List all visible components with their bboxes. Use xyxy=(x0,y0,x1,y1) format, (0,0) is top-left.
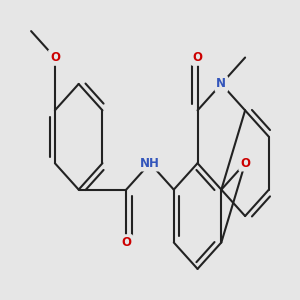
Text: O: O xyxy=(193,51,202,64)
Text: O: O xyxy=(50,51,60,64)
Text: O: O xyxy=(240,157,250,170)
Text: N: N xyxy=(216,77,226,91)
Text: NH: NH xyxy=(140,157,160,170)
Text: O: O xyxy=(121,236,131,249)
